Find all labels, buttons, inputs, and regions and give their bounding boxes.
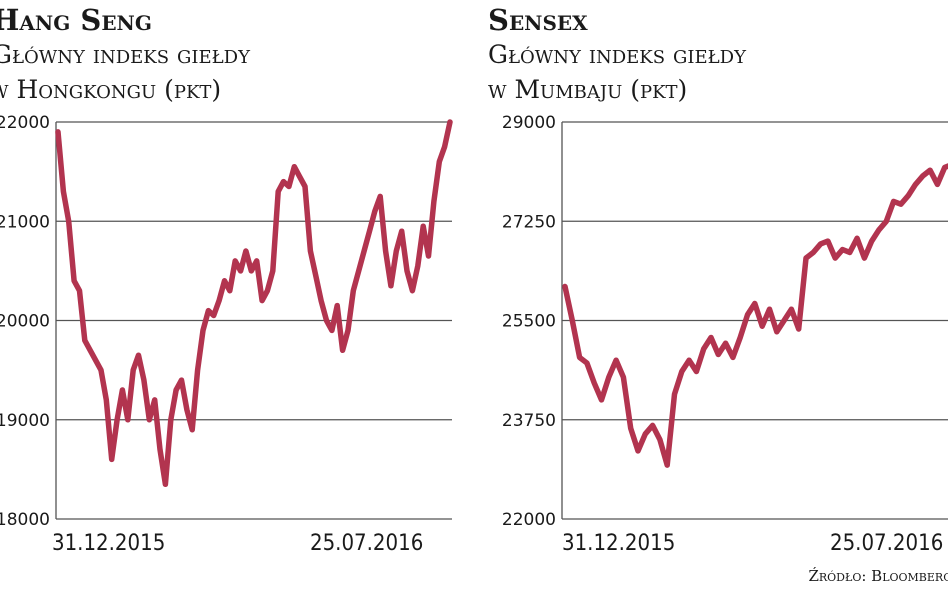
x-tick-label: 31.12.2015 xyxy=(52,531,165,556)
chart-subtitle-line2: w Mumbaju (pkt) xyxy=(488,75,688,104)
y-tick-label: 21000 xyxy=(0,212,50,232)
sensex-panel: Sensex Główny indeks giełdy w Mumbaju (p… xyxy=(474,0,948,593)
y-tick-label: 22000 xyxy=(0,113,50,133)
y-tick-label: 20000 xyxy=(0,312,50,332)
source-note: Źródło: Bloomberg xyxy=(808,567,948,585)
x-tick-label: 25.07.2016 xyxy=(310,531,423,556)
chart-subtitle-line2: w Hongkongu (pkt) xyxy=(0,75,222,104)
hang-seng-panel: Hang Seng Główny indeks giełdy w Hongkon… xyxy=(0,0,470,593)
y-tick-label: 18000 xyxy=(0,510,50,530)
y-tick-label: 23750 xyxy=(502,411,556,431)
series-line xyxy=(55,119,453,488)
y-tick-label: 22000 xyxy=(502,510,556,530)
chart-title: Hang Seng xyxy=(0,3,152,37)
sensex-chart: 29000 27250 25500 23750 22000 31.12.2015 25.07… xyxy=(502,113,948,556)
y-tick-label: 29000 xyxy=(502,113,556,133)
chart-subtitle-line1: Główny indeks giełdy xyxy=(488,40,746,69)
y-tick-label: 25500 xyxy=(502,312,556,332)
y-tick-label: 19000 xyxy=(0,411,50,431)
chart-title: Sensex xyxy=(488,3,588,37)
chart-subtitle-line1: Główny indeks giełdy xyxy=(0,40,250,69)
x-tick-label: 25.07.2016 xyxy=(830,531,943,556)
y-tick-label: 27250 xyxy=(502,212,556,232)
x-tick-label: 31.12.2015 xyxy=(562,531,675,556)
series-line xyxy=(562,163,948,468)
